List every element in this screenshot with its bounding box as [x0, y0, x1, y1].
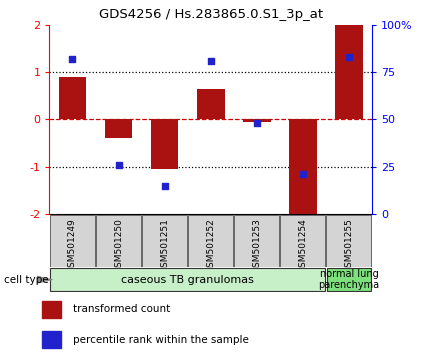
Bar [289, 119, 316, 219]
Title: GDS4256 / Hs.283865.0.S1_3p_at: GDS4256 / Hs.283865.0.S1_3p_at [98, 8, 323, 21]
Bar [42, 301, 61, 318]
Bar [96, 215, 141, 267]
Text: caseous TB granulomas: caseous TB granulomas [121, 275, 254, 285]
Text: percentile rank within the sample: percentile rank within the sample [73, 335, 249, 344]
Bar [327, 268, 371, 291]
Text: cell type: cell type [4, 275, 49, 285]
Bar [234, 215, 280, 267]
Text: GSM501254: GSM501254 [298, 218, 307, 273]
Point [345, 54, 352, 60]
Text: GSM501252: GSM501252 [206, 218, 215, 273]
Bar [151, 119, 178, 169]
Text: GSM501250: GSM501250 [114, 218, 123, 273]
Bar [197, 89, 224, 119]
Text: GSM501255: GSM501255 [344, 218, 353, 273]
Text: transformed count: transformed count [73, 304, 170, 314]
Text: GSM501249: GSM501249 [68, 218, 77, 273]
Point [115, 162, 122, 168]
Bar [142, 215, 187, 267]
Text: normal lung
parenchyma: normal lung parenchyma [318, 269, 380, 291]
Bar [335, 25, 363, 119]
Text: GSM501251: GSM501251 [160, 218, 169, 273]
Bar [42, 331, 61, 348]
Bar [105, 119, 132, 138]
Polygon shape [37, 275, 54, 284]
Point [161, 183, 168, 189]
Point [253, 120, 260, 126]
Bar [50, 268, 325, 291]
Text: GSM501253: GSM501253 [252, 218, 261, 273]
Point [69, 56, 76, 62]
Bar [188, 215, 233, 267]
Bar [50, 215, 95, 267]
Bar [58, 77, 86, 119]
Point [299, 172, 306, 177]
Point [207, 58, 214, 64]
Bar [280, 215, 326, 267]
Bar [326, 215, 372, 267]
Bar [243, 119, 270, 122]
